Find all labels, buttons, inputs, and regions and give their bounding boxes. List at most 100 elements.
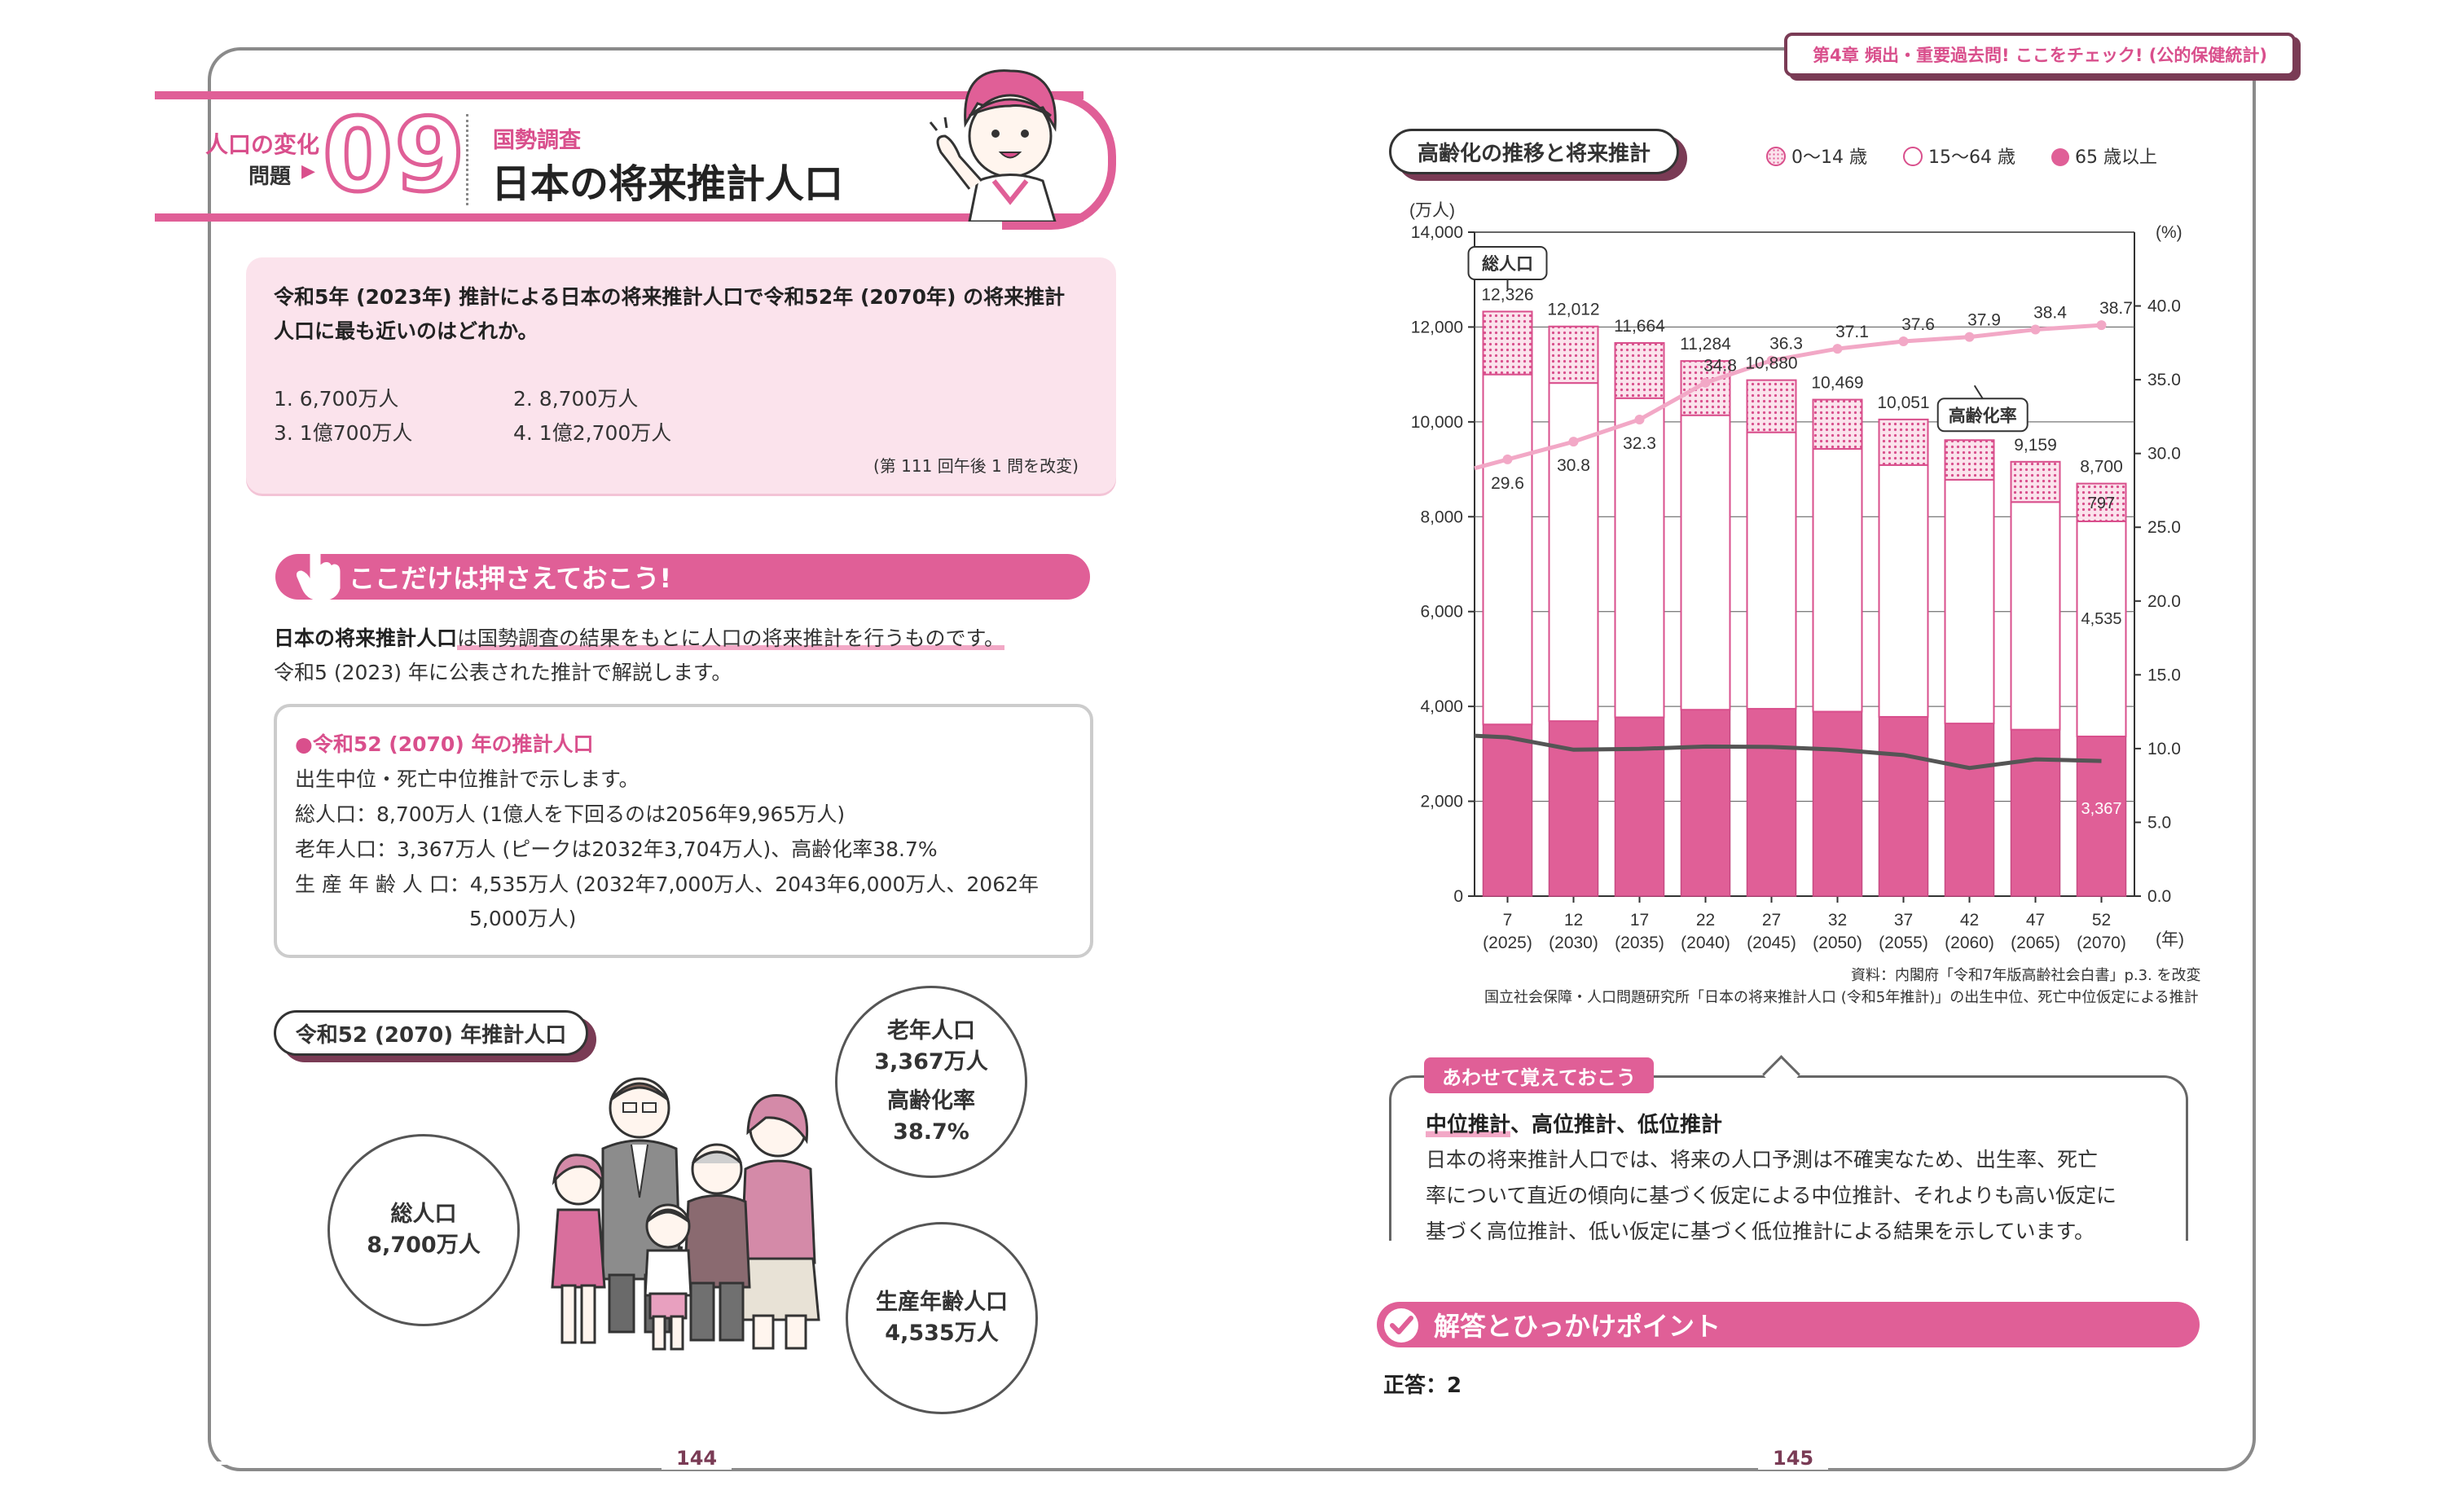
option-3[interactable]: 3. 1億700万人 <box>274 421 413 445</box>
x-tick-label: 27 <box>1762 911 1781 930</box>
left-page-number: 144 <box>662 1447 732 1470</box>
bar-young <box>1878 418 1929 466</box>
x-tick-sublabel: (2060) <box>1945 934 1994 952</box>
population-chart: 0 2,000 4,000 6,000 8,000 10,000 12,000 14,000 0… <box>1409 201 2184 952</box>
remember-heading: 中位推計、高位推計、低位推計 <box>1426 1108 1722 1138</box>
bar-working <box>1548 382 1599 723</box>
bar-working <box>1482 373 1533 726</box>
x-tick-sublabel: (2065) <box>2011 934 2060 952</box>
bar-young <box>1548 325 1599 385</box>
aging-rate-label: 34.8 <box>1703 357 1737 376</box>
bar-young <box>2010 460 2061 503</box>
header-band-end <box>1002 91 1116 230</box>
elderly-2070-label: 3,367 <box>2081 800 2121 818</box>
y2-tick-label: 15.0 <box>2147 666 2181 684</box>
family-illustration <box>551 1077 820 1351</box>
x-tick-sublabel: (2055) <box>1879 934 1928 952</box>
x-tick-sublabel: (2070) <box>2077 934 2126 952</box>
arrow-icon: ▶ <box>301 161 315 182</box>
x-tick-sublabel: (2045) <box>1747 934 1796 952</box>
bar-young <box>1944 439 1995 481</box>
chart-source-2: 国立社会保障・人口問題研究所「日本の将来推計人口 (令和5年推計)」の出生中位、… <box>1484 989 2199 1006</box>
bar-young <box>1746 379 1797 433</box>
key-points-banner: ここだけは押さえておこう! <box>275 554 1090 600</box>
remember-line-3: 基づく高位推計、低い仮定に基づく低位推計による結果を示しています。 <box>1426 1220 2095 1243</box>
check-icon <box>1384 1308 1418 1343</box>
bar-working <box>1614 397 1665 719</box>
y-tick-label: 8,000 <box>1420 508 1463 526</box>
aging-callout-pointer <box>1973 385 1984 399</box>
question-text-line2: 人口に最も近いのはどれか。 <box>274 319 538 343</box>
x-axis-title: (年) <box>2156 930 2184 949</box>
header-band-top <box>155 91 1084 99</box>
aging-rate-point <box>1766 355 1777 366</box>
right-page-number: 145 <box>1758 1447 1829 1470</box>
illustration-title: 令和52 (2070) 年推計人口 <box>274 1010 588 1056</box>
legend-working-label: 15〜64 歳 <box>1928 147 2015 168</box>
working-bubble: 生産年齢人口 4,535万人 <box>846 1222 1038 1414</box>
intro-strong: 日本の将来推計人口 <box>274 626 458 650</box>
question-source-note: (第 111 回午後 1 問を改変) <box>873 456 1079 476</box>
remember-line-2: 率について直近の傾向に基づく仮定による中位推計、それよりも高い仮定に <box>1426 1184 2117 1207</box>
total-callout-label: 総人口 <box>1482 254 1533 274</box>
aging-callout-label: 高齢化率 <box>1949 406 2017 425</box>
bar-elderly <box>1878 716 1929 897</box>
x-tick-sublabel: (2030) <box>1549 934 1598 952</box>
total-label: 8,700 <box>2080 458 2123 477</box>
bar-working <box>1680 414 1731 711</box>
x-tick-label: 52 <box>2092 911 2111 930</box>
x-tick-label: 12 <box>1564 911 1583 930</box>
option-1[interactable]: 1. 6,700万人 <box>274 387 399 411</box>
aging-rate-point <box>1832 344 1843 354</box>
total-bubble-label: 総人口 <box>390 1202 457 1227</box>
bar-elderly <box>1812 710 1863 897</box>
aging-rate-label: 29.6 <box>1491 474 1524 493</box>
right-page-frame <box>1238 47 2256 1471</box>
x-tick-label: 47 <box>2026 911 2045 930</box>
bar-elderly <box>1944 723 1995 897</box>
x-tick-label: 17 <box>1630 911 1649 930</box>
total-label: 10,051 <box>1877 393 1929 412</box>
legend-elderly-icon <box>2051 148 2069 166</box>
aging-rate-bubble-value: 38.7% <box>893 1119 969 1145</box>
x-tick-label: 32 <box>1828 911 1847 930</box>
answer-banner: 解答とひっかけポイント <box>1377 1302 2200 1347</box>
total-bubble: 総人口 8,700万人 <box>327 1134 520 1326</box>
question-number: 09 <box>321 97 468 214</box>
option-4[interactable]: 4. 1億2,700万人 <box>513 421 672 445</box>
remember-heading-rest: 、高位推計、低位推計 <box>1510 1113 1723 1137</box>
intro-line2: 令和5 (2023) 年に公表された推計で解説します。 <box>274 661 732 684</box>
x-tick-label: 42 <box>1960 911 1979 930</box>
legend-young-icon <box>1766 147 1786 166</box>
left-page-frame <box>208 47 1246 1471</box>
bar-young <box>1614 341 1665 399</box>
answer-banner-text: 解答とひっかけポイント <box>1434 1311 1721 1342</box>
projection-line-5: 5,000万人) <box>469 907 577 930</box>
x-tick-sublabel: (2025) <box>1483 934 1532 952</box>
aging-rate-point <box>1634 415 1645 425</box>
bar-working <box>1944 478 1995 725</box>
y2-axis-title: (%) <box>2156 223 2182 242</box>
projection-line-3: 老年人口：3,367万人 (ピークは2032年3,704万人)、高齢化率38.7… <box>295 837 938 861</box>
elderly-bubble-value: 3,367万人 <box>874 1049 988 1075</box>
remember-line-1: 日本の将来推計人口では、将来の人口予測は不確実なため、出生率、死亡 <box>1426 1148 2099 1171</box>
projection-box <box>274 704 1093 958</box>
young-ratio-line <box>1474 733 2102 771</box>
y2-tick-label: 10.0 <box>2147 740 2181 758</box>
aging-rate-point <box>1700 377 1711 388</box>
y2-tick-label: 5.0 <box>2147 813 2171 832</box>
bar-working <box>1878 464 1929 718</box>
y2-tick-label: 35.0 <box>2147 371 2181 389</box>
total-label: 11,284 <box>1680 335 1731 354</box>
legend-elderly-label: 65 歳以上 <box>2074 147 2157 168</box>
title-divider <box>466 114 468 205</box>
x-tick-sublabel: (2035) <box>1615 934 1664 952</box>
option-2[interactable]: 2. 8,700万人 <box>513 387 639 411</box>
aging-rate-label: 30.8 <box>1557 456 1590 475</box>
y-tick-label: 14,000 <box>1411 223 1463 242</box>
bar-working <box>2010 501 2061 731</box>
bar-working <box>1812 448 1863 713</box>
page-title: 日本の将来推計人口 <box>491 161 844 207</box>
bar-elderly <box>1614 716 1665 897</box>
x-tick-label: 37 <box>1894 911 1913 930</box>
